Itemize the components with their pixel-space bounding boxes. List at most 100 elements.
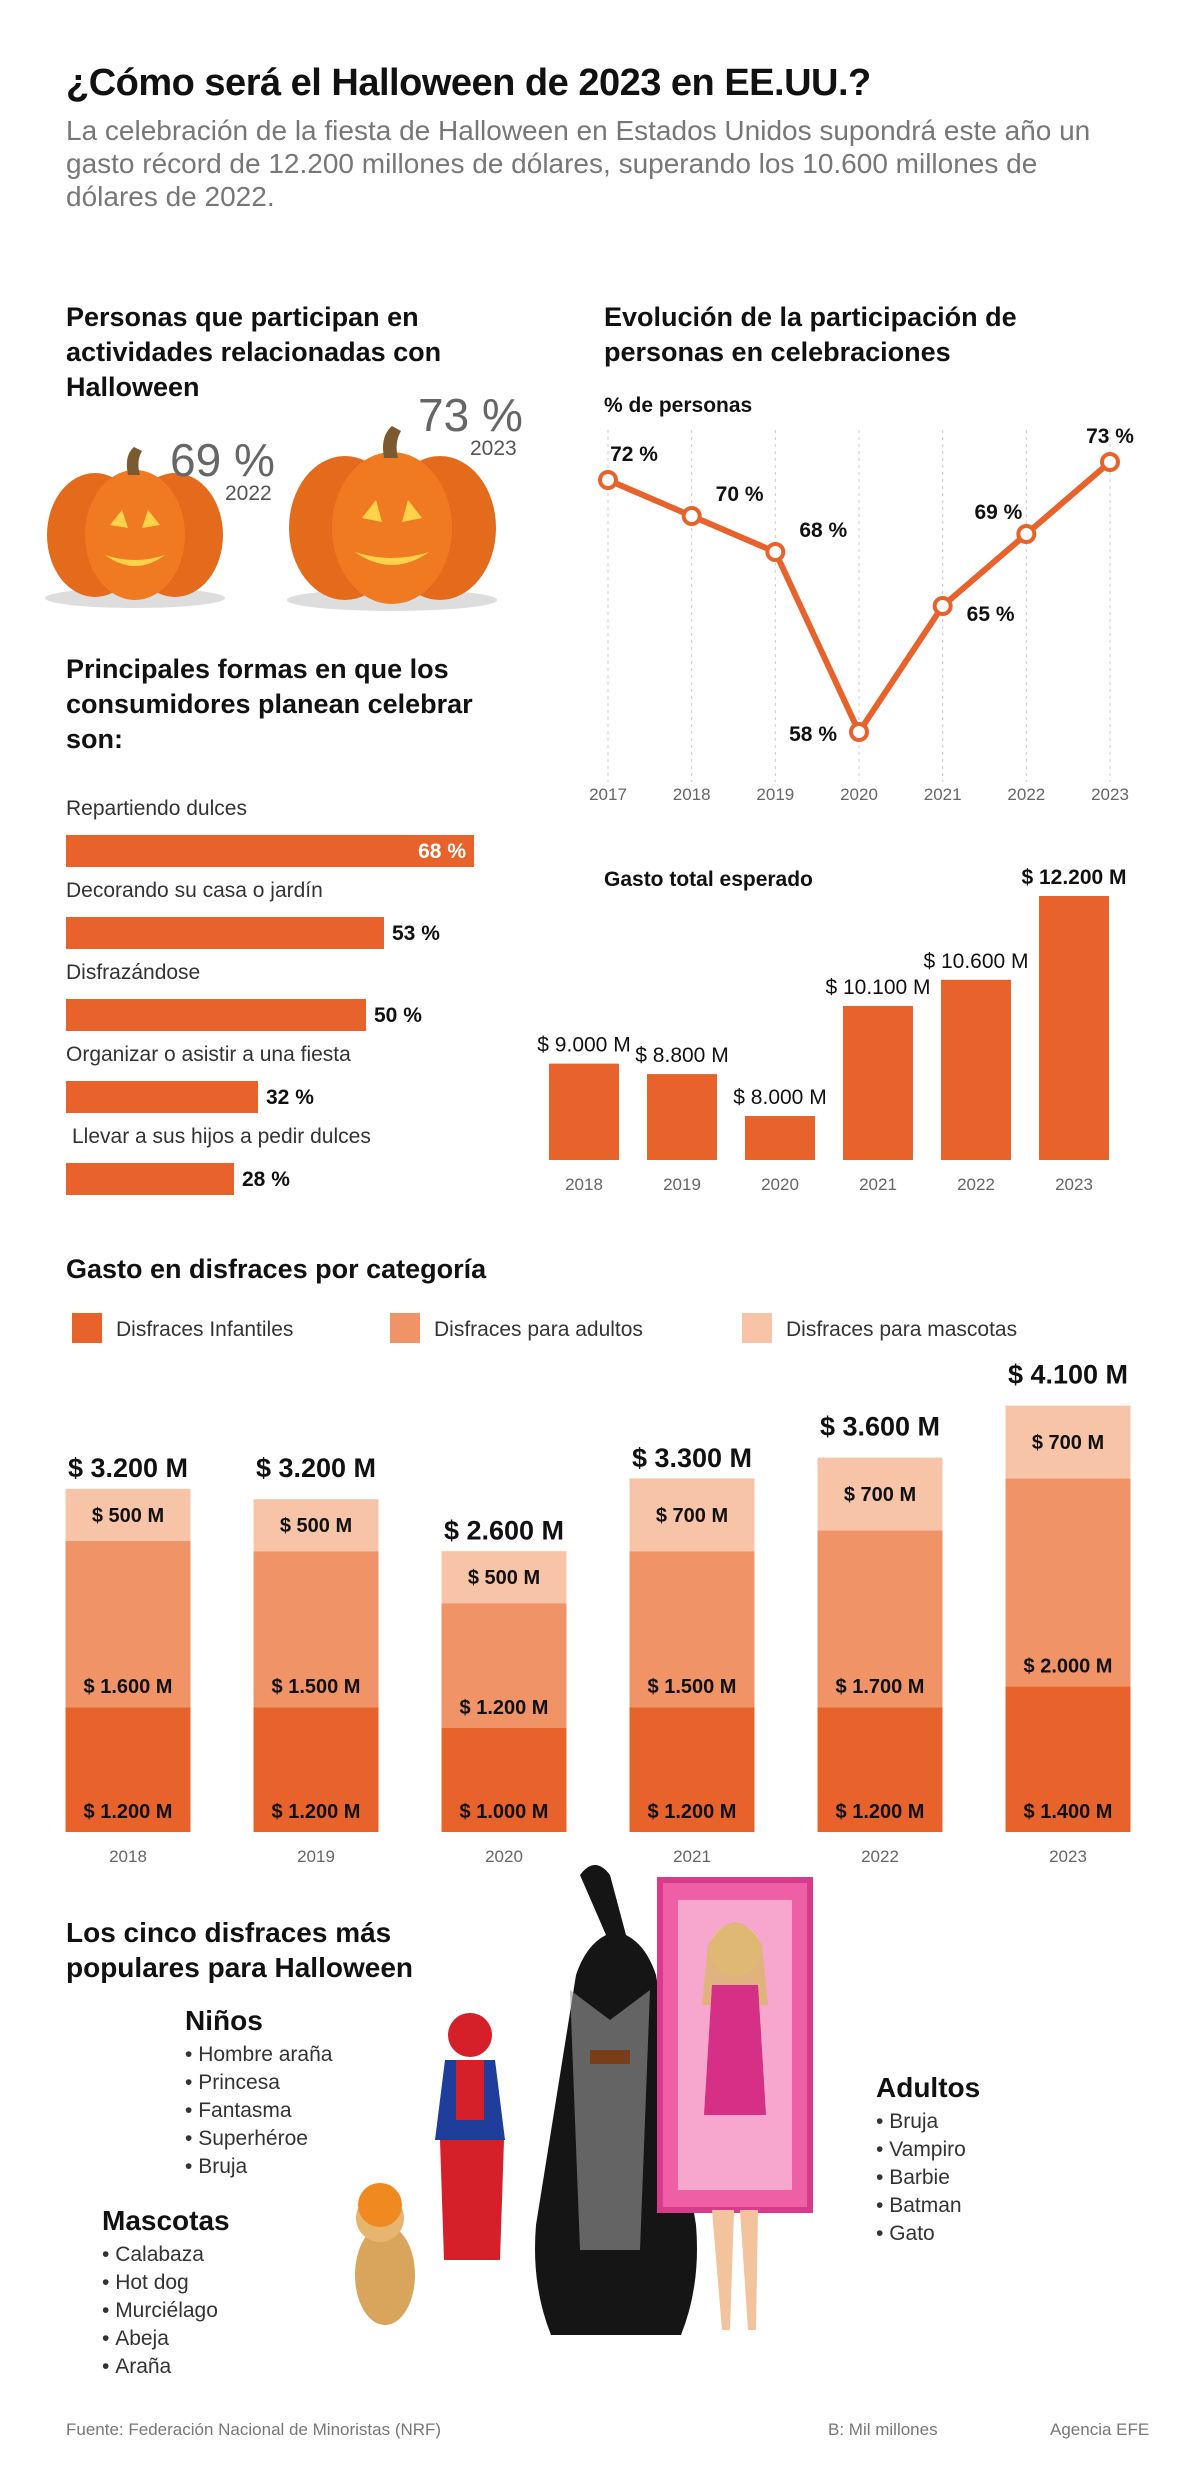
bar-segment [817,1530,943,1708]
value-label: $ 500 M [92,1505,164,1527]
group-title: Mascotas [102,2205,230,2236]
value-label: $ 12.200 M [1021,866,1126,889]
bar [66,917,384,949]
bar-segment [629,1551,755,1708]
value-label: $ 500 M [468,1567,540,1589]
bar-segment [629,1707,755,1832]
total-label: $ 2.600 M [444,1516,564,1546]
chart-title: Evolución de la participación de persona… [604,302,1017,367]
pumpkin-2022 [45,447,225,608]
list-item: Barbie [876,2164,980,2192]
bar-segment [629,1478,755,1552]
bar-segment [441,1603,567,1728]
bar [941,979,1011,1160]
bar [843,1006,913,1160]
list-item: Princesa [185,2069,332,2097]
value-label: $ 2.000 M [1024,1655,1113,1677]
pct-label: 73 % [418,389,523,441]
list-item: Abeja [102,2325,230,2353]
subtitle: La celebración de la fiesta de Halloween… [66,115,1091,212]
list-item: Hombre araña [185,2041,332,2069]
category-label: Repartiendo dulces [66,797,247,820]
value-label: 58 % [789,723,837,746]
costume-group: Adultos Bruja Vampiro Barbie Batman Gato [876,2072,980,2248]
costume-group: Mascotas Calabaza Hot dog Murciélago Abe… [102,2205,230,2381]
value-label: 68 % [799,519,847,542]
bar-segment [1005,1686,1131,1832]
value-label: $ 10.600 M [923,950,1028,973]
value-label: $ 700 M [844,1484,916,1506]
x-tick-label: 2018 [109,1847,147,1866]
list-item: Superhéroe [185,2125,332,2153]
year-label: 2023 [470,437,517,460]
point [1100,452,1120,472]
bar [66,1163,234,1195]
x-tick-label: 2021 [859,1175,897,1194]
value-label: 50 % [374,1004,422,1027]
bar [647,1074,717,1160]
bar [549,1063,619,1160]
list-item: Hot dog [102,2269,230,2297]
bar [66,999,366,1031]
bar-segment [253,1551,379,1708]
list-item: Bruja [185,2153,332,2181]
value-label: 68 % [418,840,466,863]
bar [66,1081,258,1113]
costume-group: Niños Hombre araña Princesa Fantasma Sup… [185,2005,332,2181]
x-tick-label: 2020 [761,1175,799,1194]
x-tick-label: 2019 [297,1847,335,1866]
total-label: $ 3.300 M [632,1443,752,1473]
list-item: Fantasma [185,2097,332,2125]
point [765,542,786,562]
value-label: $ 1.200 M [460,1697,549,1719]
x-tick-label: 2017 [589,785,627,804]
category-label: Organizar o asistir a una fiesta [66,1043,351,1066]
value-label: 72 % [610,443,658,466]
value-label: 73 % [1086,425,1134,448]
list-item: Batman [876,2192,980,2220]
x-tick-label: 2020 [485,1847,523,1866]
bar-segment [65,1540,191,1708]
value-label: $ 1.200 M [648,1801,737,1823]
legend-swatch [742,1313,772,1343]
total-label: $ 3.600 M [820,1412,940,1442]
point [1016,524,1037,544]
group-title: Adultos [876,2072,981,2103]
bar-segment [253,1707,379,1832]
point [932,596,953,616]
x-tick-label: 2023 [1049,1847,1087,1866]
value-label: $ 8.800 M [635,1044,728,1067]
costume-figures [355,1865,813,2335]
x-tick-label: 2023 [1055,1175,1093,1194]
bar [745,1116,815,1160]
category-label: Disfrazándose [66,961,200,984]
value-label: 28 % [242,1168,290,1191]
list-item: Araña [102,2353,230,2381]
value-label: $ 1.500 M [648,1676,737,1698]
point [849,722,869,742]
value-label: 70 % [716,483,764,506]
total-label: $ 4.100 M [1008,1360,1128,1390]
x-tick-label: 2023 [1091,785,1129,804]
section-title: Personas que participan en actividades r… [66,302,442,402]
pct-label: 69 % [170,434,275,486]
value-label: 53 % [392,922,440,945]
chart-title: Gasto total esperado [604,868,813,891]
value-label: $ 9.000 M [537,1034,630,1057]
agency: Agencia EFE [1050,2420,1150,2439]
value-label: 65 % [967,603,1015,626]
legend-label: Disfraces para adultos [434,1318,643,1341]
list-item: Gato [876,2220,980,2248]
value-label: $ 500 M [280,1515,352,1537]
value-label: $ 1.500 M [272,1676,361,1698]
pumpkin-2023 [287,426,497,611]
source: Fuente: Federación Nacional de Minorista… [66,2420,442,2439]
list-item: Bruja [876,2108,980,2136]
value-label: $ 700 M [1032,1432,1104,1454]
category-label: Decorando su casa o jardín [66,879,323,902]
x-tick-label: 2022 [1007,785,1045,804]
bar-segment [817,1457,943,1531]
legend-swatch [390,1313,420,1343]
x-tick-label: 2020 [840,785,878,804]
